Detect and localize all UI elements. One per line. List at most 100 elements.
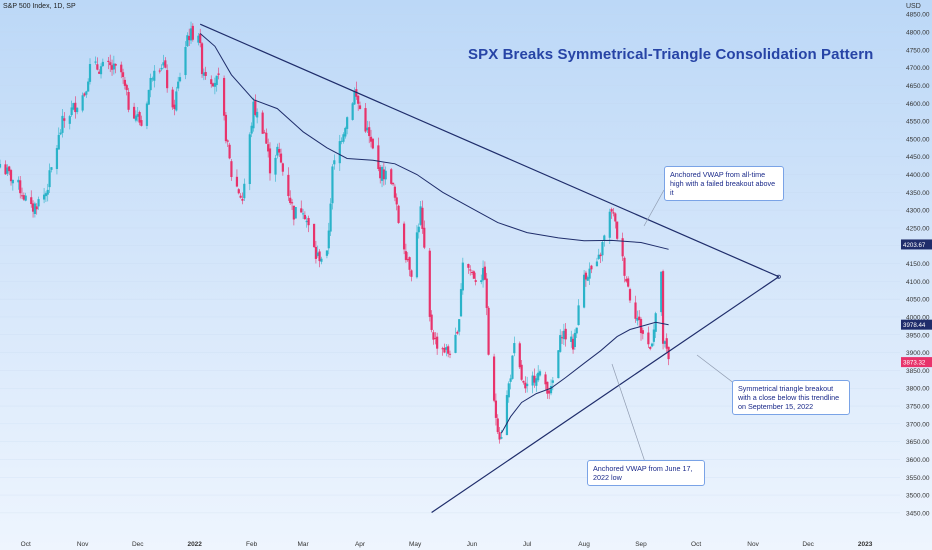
candle-body <box>406 258 409 261</box>
candle-body <box>548 390 551 394</box>
candle-body <box>358 105 362 109</box>
candle-body <box>371 138 374 149</box>
candle-body <box>138 111 141 123</box>
candle-body <box>31 203 35 212</box>
x-tick-label: Oct <box>691 541 701 548</box>
triangle-apex <box>776 274 781 279</box>
candle-body <box>531 375 534 386</box>
candle-body <box>368 127 371 137</box>
price-label-box <box>901 239 932 250</box>
candle-body <box>250 125 253 134</box>
candle-body <box>109 62 112 66</box>
candle-body <box>292 205 295 220</box>
candle-body <box>134 115 138 121</box>
candle-body <box>98 71 101 74</box>
pointer-breakout <box>696 354 736 385</box>
candle-body <box>153 70 156 81</box>
y-axis-ticks: 3450.00 3500.00 3550.00 3600.00 3650.00 3700.… <box>906 12 930 518</box>
candle-body <box>289 197 292 204</box>
candle-body <box>338 141 341 164</box>
candle-body <box>448 353 452 355</box>
price-label-text: 3873.32 <box>903 360 926 367</box>
price-label-text: 4203.67 <box>903 242 926 249</box>
candle-body <box>331 166 334 204</box>
pointer-june-vwap <box>611 363 646 463</box>
candle-body <box>276 146 279 156</box>
x-tick-label: Sep <box>635 541 647 548</box>
candle-body <box>614 213 617 222</box>
candle-body <box>204 71 207 76</box>
price-label-box <box>901 357 932 368</box>
candle-body <box>37 199 40 207</box>
candle-body <box>535 378 538 386</box>
candle-body <box>621 238 624 257</box>
candle-body <box>505 395 509 436</box>
candle-body <box>518 343 521 368</box>
candle-body <box>513 343 516 354</box>
candle-body <box>467 264 470 268</box>
currency-label: USD <box>906 3 921 10</box>
candle-body <box>590 265 593 270</box>
candle-body <box>136 114 139 117</box>
candle-body <box>189 28 193 41</box>
candle-body <box>325 250 329 256</box>
x-tick-label: Nov <box>747 541 759 548</box>
candle-body <box>305 220 308 223</box>
candle-body <box>474 280 477 282</box>
candle-body <box>215 75 218 86</box>
candle-body <box>149 77 152 91</box>
candle-body <box>197 35 200 43</box>
candle-body <box>81 95 84 111</box>
candle-body <box>46 189 49 195</box>
price-labels: 4203.67 3978.44 3873.32 <box>901 239 932 368</box>
candle-body <box>327 230 330 249</box>
candle-body <box>432 332 435 340</box>
candle-body <box>419 206 422 225</box>
candle-body <box>230 161 233 178</box>
x-tick-label: Aug <box>578 541 590 548</box>
candle-body <box>303 214 306 220</box>
indicator-lines <box>199 23 781 513</box>
y-tick-label: 4350.00 <box>906 190 930 197</box>
candle-body <box>217 73 220 75</box>
candle-body <box>402 223 406 250</box>
candle-body <box>42 194 46 200</box>
candle-body <box>123 79 126 86</box>
y-tick-label: 3650.00 <box>906 439 930 446</box>
candle-body <box>623 257 626 276</box>
candle-body <box>577 305 580 326</box>
symbol-label[interactable]: S&P 500 Index, 1D, SP <box>3 3 76 10</box>
candle-body <box>342 134 345 142</box>
candle-body <box>55 148 59 170</box>
y-tick-label: 4500.00 <box>906 136 930 143</box>
price-label-text: 3978.44 <box>903 322 926 329</box>
x-tick-label: Nov <box>77 541 89 548</box>
callout-ath-vwap: Anchored VWAP from all-time high with a … <box>664 166 784 201</box>
candle-body <box>279 153 283 163</box>
candle-body <box>30 197 33 205</box>
x-tick-label: Feb <box>246 541 258 548</box>
candle-body <box>265 132 268 144</box>
candle-body <box>492 356 496 401</box>
candle-body <box>377 145 380 170</box>
candle-body <box>287 174 290 197</box>
candle-body <box>461 262 464 291</box>
candle-body <box>222 77 226 116</box>
candle-body <box>294 207 297 219</box>
candle-body <box>61 115 64 133</box>
y-tick-label: 3800.00 <box>906 386 930 393</box>
candle-body <box>68 116 71 124</box>
candle-body <box>22 195 25 200</box>
candle-body <box>346 117 349 129</box>
candle-body <box>263 132 266 134</box>
candle-body <box>496 418 499 433</box>
candle-body <box>314 246 318 259</box>
candle-body <box>507 383 510 398</box>
candle-body <box>494 400 498 418</box>
candle-body <box>162 62 165 66</box>
candle-body <box>121 72 125 78</box>
y-tick-label: 4300.00 <box>906 208 930 215</box>
candle-body <box>480 280 483 283</box>
candle-body <box>171 89 174 108</box>
